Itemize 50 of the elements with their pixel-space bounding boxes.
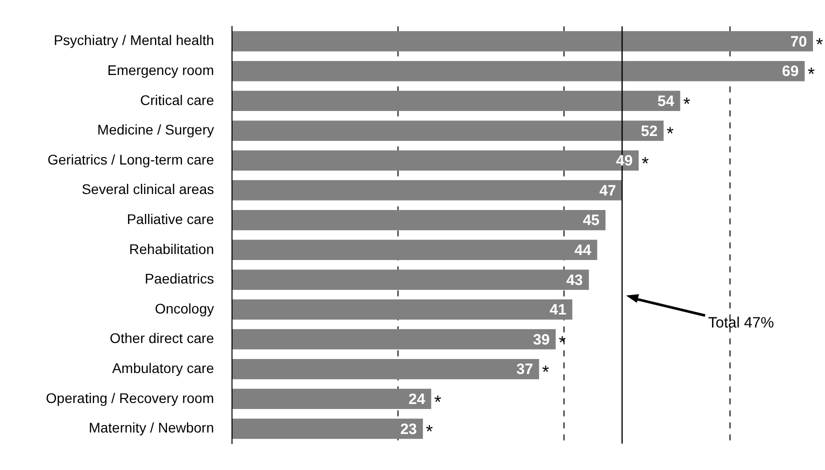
data-label: 44 [574, 242, 592, 260]
y-tick-label: Other direct care [110, 330, 214, 346]
bar [232, 329, 556, 350]
bar [232, 31, 813, 52]
bar [232, 180, 622, 200]
y-tick-label: Oncology [154, 300, 214, 316]
y-tick-label: Psychiatry / Mental health [54, 32, 214, 48]
annotation: * [434, 392, 442, 412]
annotation: * [808, 64, 815, 84]
data-label: 47 [599, 182, 616, 200]
annotation: * [426, 422, 433, 442]
y-tick-label: Geriatrics / Long-term care [48, 151, 214, 168]
bar [232, 60, 805, 82]
annotation: * [642, 153, 649, 174]
y-tick-label: Critical care [140, 92, 214, 108]
annotation: * [683, 94, 690, 114]
data-label: 41 [550, 302, 566, 319]
data-label: 43 [566, 272, 583, 289]
bar [232, 240, 598, 260]
y-tick-label: Palliative care [126, 210, 214, 227]
data-label: 52 [640, 122, 658, 140]
annotation: * [542, 362, 550, 382]
y-tick-label: Maternity / Newborn [88, 420, 214, 436]
y-tick-label: Several clinical areas [82, 181, 214, 198]
y-tick-label: Ambulatory care [112, 360, 214, 376]
annotation: * [666, 124, 674, 144]
y-tick-label: Emergency room [107, 62, 214, 78]
bar [232, 418, 423, 439]
bar [232, 388, 432, 410]
bar [232, 210, 606, 230]
bar [232, 150, 639, 171]
y-tick-label: Operating / Recovery room [46, 390, 214, 406]
bar [232, 120, 664, 141]
bar [232, 90, 680, 112]
y-tick-label: Paediatrics [144, 270, 214, 287]
data-label: 45 [582, 212, 600, 230]
annotation: * [816, 34, 824, 54]
ref-line-label: Total 47% [708, 314, 774, 332]
y-tick-label: Medicine / Surgery [97, 122, 214, 138]
data-label: 70 [790, 33, 807, 50]
data-label: 69 [782, 63, 799, 80]
data-label: 39 [533, 331, 550, 348]
bar [232, 358, 540, 380]
y-tick-label: Rehabilitation [129, 240, 214, 257]
data-label: 23 [400, 420, 417, 438]
data-label: 54 [658, 93, 675, 110]
bar [232, 270, 589, 290]
data-label: 24 [408, 391, 426, 408]
bar [232, 299, 572, 320]
data-label: 37 [516, 361, 534, 378]
